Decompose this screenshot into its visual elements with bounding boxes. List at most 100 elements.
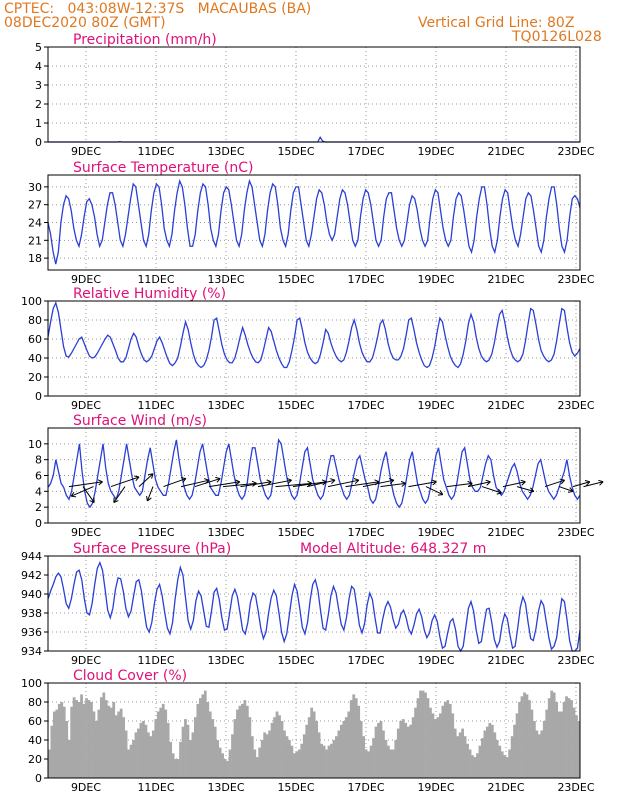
cloud-bar — [99, 697, 103, 778]
y-tick-label: 20 — [28, 371, 42, 384]
panel-title: Precipitation (mm/h) — [73, 32, 217, 48]
series-line — [48, 135, 580, 143]
wind-vector — [446, 482, 473, 488]
header-right2: TQ0126L028 — [512, 29, 602, 45]
cloud-bar — [572, 707, 576, 778]
wind-arrowhead — [89, 497, 95, 504]
wind-vector — [180, 479, 210, 488]
x-tick-label: 19DEC — [417, 526, 454, 539]
cloud-bar — [310, 707, 314, 778]
wind-arrowhead — [485, 479, 491, 486]
cloud-bar — [540, 730, 544, 778]
cloud-bar — [456, 736, 460, 778]
y-tick-label: 1 — [35, 117, 42, 130]
cloud-bar — [149, 736, 153, 778]
cloud-bar — [320, 743, 323, 778]
cloud-bar — [97, 709, 101, 778]
panel-frame — [47, 300, 581, 397]
cloud-bar — [424, 692, 427, 778]
y-tick-label: 60 — [28, 333, 42, 346]
x-tick-label: 17DEC — [347, 526, 384, 539]
cloud-bar — [174, 759, 177, 778]
cloud-bar — [401, 719, 405, 778]
cloud-bar — [520, 696, 524, 778]
cloud-bar — [384, 740, 388, 778]
wind-arrowhead — [388, 478, 395, 484]
cloud-bar — [500, 751, 504, 778]
cloud-bar — [372, 738, 375, 778]
cloud-bar — [552, 692, 556, 778]
cloud-bar — [260, 740, 264, 778]
wind-vector — [292, 481, 327, 488]
cloud-bar — [458, 732, 462, 778]
cloud-bar — [441, 705, 445, 778]
x-tick-label: 17DEC — [347, 273, 384, 286]
y-tick-label: 24 — [28, 217, 42, 230]
cloud-bar — [419, 690, 422, 778]
y-tick-label: 5 — [35, 41, 42, 54]
cloud-bar — [337, 730, 341, 778]
x-tick-label: 17DEC — [347, 399, 384, 412]
wind-arrowhead — [215, 476, 221, 483]
wind-arrowhead — [520, 479, 526, 486]
cloud-bar — [107, 705, 111, 778]
cloud-bar — [85, 698, 88, 778]
cloud-bar — [330, 743, 333, 778]
cloud-bar — [109, 707, 113, 778]
wind-vector — [68, 481, 103, 488]
cloud-bar — [124, 730, 128, 778]
x-tick-label: 15DEC — [277, 145, 314, 158]
cloud-bar — [50, 725, 54, 778]
panel-title: Surface Temperature (nC) — [73, 160, 254, 176]
x-tick-label: 11DEC — [137, 781, 174, 794]
cloud-bar — [438, 713, 442, 778]
cloud-bar — [434, 719, 437, 778]
y-tick-label: 100 — [21, 295, 42, 308]
cloud-bar — [90, 702, 93, 778]
panel-title: Cloud Cover (%) — [73, 668, 187, 684]
y-tick-label: 8 — [35, 454, 42, 467]
x-tick-label: 21DEC — [487, 273, 524, 286]
cloud-bar — [359, 721, 363, 778]
panel-title: Surface Wind (m/s) — [73, 413, 207, 429]
wind-arrowhead — [559, 478, 565, 485]
wind-vector — [583, 481, 604, 488]
cloud-bar — [201, 694, 205, 778]
model-altitude: Model Altitude: 648.327 m — [300, 541, 486, 557]
wind-vector — [138, 473, 154, 487]
cloud-bar — [228, 749, 232, 778]
cloud-bar — [389, 749, 393, 778]
cloud-bar — [406, 726, 410, 778]
x-tick-label: 9DEC — [71, 526, 101, 539]
panel-frame — [47, 46, 581, 143]
cloud-bar — [122, 717, 126, 778]
panel-3: Relative Humidity (%) 0 20 40 60 80 100 9DEC 11D… — [21, 286, 595, 412]
series-line — [47, 560, 581, 653]
cloud-bar — [278, 715, 281, 778]
cloud-bar — [191, 732, 195, 778]
wind-vector — [70, 486, 94, 497]
panel-title: Surface Pressure (hPa) — [73, 541, 231, 557]
x-tick-label: 13DEC — [207, 145, 244, 158]
cloud-bar — [498, 745, 502, 778]
x-tick-label: 23DEC — [557, 781, 594, 794]
cloud-bar — [547, 698, 551, 778]
cloud-bar — [446, 700, 450, 778]
y-tick-label: 0 — [35, 772, 42, 785]
cloud-bar — [481, 738, 484, 778]
cloud-bar — [453, 728, 457, 778]
cloud-bar — [396, 728, 400, 778]
cloud-bar — [505, 757, 509, 778]
cloud-bar — [404, 722, 408, 778]
cloud-bar — [241, 703, 244, 778]
wind-arrowhead — [286, 477, 292, 484]
cloud-bar — [186, 724, 190, 778]
y-tick-label: 940 — [21, 588, 42, 601]
cloud-bar — [52, 711, 56, 778]
cloud-bar — [409, 724, 413, 778]
cloud-bar — [535, 730, 539, 778]
panel-4: Surface Wind (m/s) 0 2 4 6 8 10 9DEC 11DEC 13DEC 1… — [28, 413, 604, 539]
cloud-bar — [567, 698, 571, 778]
wind-vector — [481, 486, 502, 494]
cloud-bar — [221, 753, 224, 778]
